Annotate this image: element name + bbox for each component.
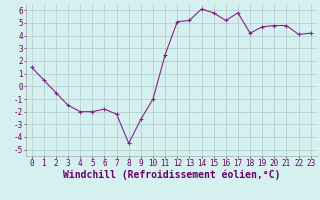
X-axis label: Windchill (Refroidissement éolien,°C): Windchill (Refroidissement éolien,°C)	[62, 169, 280, 180]
